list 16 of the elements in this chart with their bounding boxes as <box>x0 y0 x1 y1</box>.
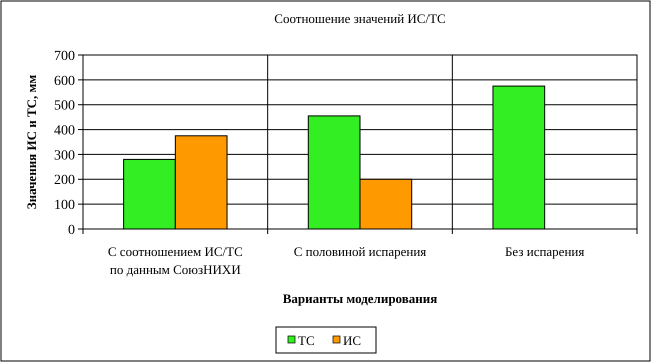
y-tick-label: 600 <box>54 74 75 89</box>
chart-title: Соотношение значений ИС/ТС <box>274 11 446 26</box>
x-axis-title: Варианты моделирования <box>282 291 438 306</box>
y-tick-label: 500 <box>54 98 75 114</box>
y-tick-label: 0 <box>68 222 75 238</box>
x-tick-label: С половиной испарения <box>294 244 426 259</box>
y-tick-label: 300 <box>54 148 75 164</box>
x-tick-label: Без испарения <box>504 244 584 259</box>
y-tick-label: 700 <box>54 48 75 64</box>
y-tick-label: 100 <box>54 198 75 214</box>
y-tick-label: 400 <box>54 123 75 138</box>
legend-label: ТС <box>298 333 315 348</box>
x-tick-label: С соотношением ИС/ТС по данным СоюзНИХИ <box>108 244 243 277</box>
y-axis-title: Значения ИС и ТС, мм <box>24 74 39 210</box>
legend-label: ИС <box>343 333 362 348</box>
y-tick-label: 200 <box>54 173 75 188</box>
